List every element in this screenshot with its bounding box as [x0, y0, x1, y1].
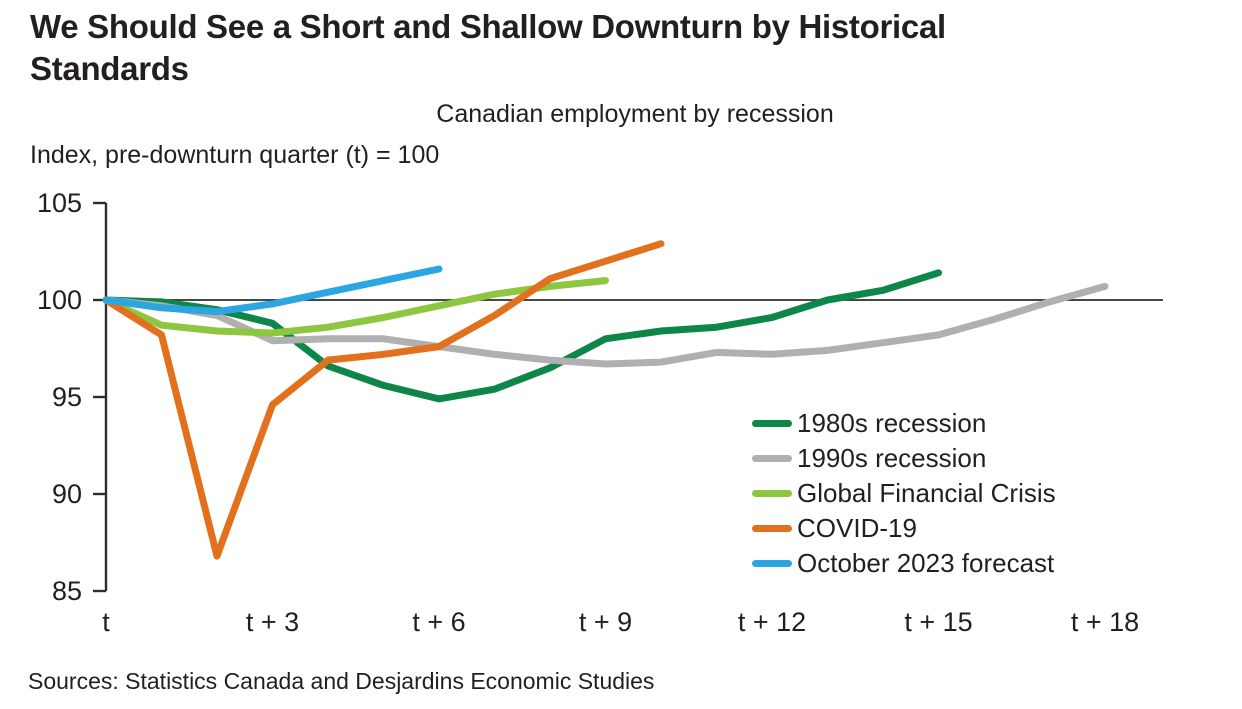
series-line-covid-19 [102, 240, 665, 560]
x-tick-label: t + 18 [1071, 607, 1139, 637]
x-tick-label: t + 12 [738, 607, 806, 637]
legend-swatch-global-financial-crisis [752, 490, 792, 497]
legend-swatch-1980s-recession [752, 420, 792, 427]
y-tick-label: 100 [37, 285, 82, 315]
legend-label: Global Financial Crisis [797, 478, 1056, 508]
chart-legend: 1980s recession 1990s recession Global Fin… [752, 406, 1056, 581]
legend-item-1980s-recession: 1980s recession [752, 406, 1056, 441]
y-tick-label: 105 [37, 188, 82, 218]
x-tick-label: t + 9 [579, 607, 632, 637]
legend-item-global-financial-crisis: Global Financial Crisis [752, 476, 1056, 511]
legend-item-1990s-recession: 1990s recession [752, 441, 1056, 476]
x-tick-label: t + 15 [904, 607, 972, 637]
y-tick-label: 85 [52, 576, 82, 606]
sources-note: Sources: Statistics Canada and Desjardin… [28, 668, 655, 694]
legend-swatch-october-2023-forecast [752, 560, 792, 567]
legend-label: 1980s recession [797, 408, 987, 438]
y-tick-label: 95 [52, 382, 82, 412]
series-line-global-financial-crisis [102, 277, 609, 337]
page-title: We Should See a Short and Shallow Downtu… [30, 8, 946, 87]
legend-label: October 2023 forecast [797, 548, 1055, 578]
x-tick-label: t + 3 [246, 607, 299, 637]
x-tick-label: t + 6 [412, 607, 465, 637]
chart-title: Canadian employment by recession [436, 100, 834, 128]
legend-item-covid-19: COVID-19 [752, 511, 1056, 546]
y-tick-label: 90 [52, 479, 82, 509]
y-axis-unit-label: Index, pre-downturn quarter (t) = 100 [30, 141, 440, 169]
legend-item-october-2023-forecast: October 2023 forecast [752, 546, 1056, 581]
legend-swatch-1990s-recession [752, 455, 792, 462]
series-line-october-2023-forecast [102, 265, 443, 316]
legend-swatch-covid-19 [752, 525, 792, 532]
x-tick-label: t [102, 607, 110, 637]
series-line-1980s-recession [102, 269, 942, 403]
series-line-1990s-recession [102, 282, 1109, 368]
legend-label: COVID-19 [797, 513, 917, 543]
legend-label: 1990s recession [797, 443, 987, 473]
